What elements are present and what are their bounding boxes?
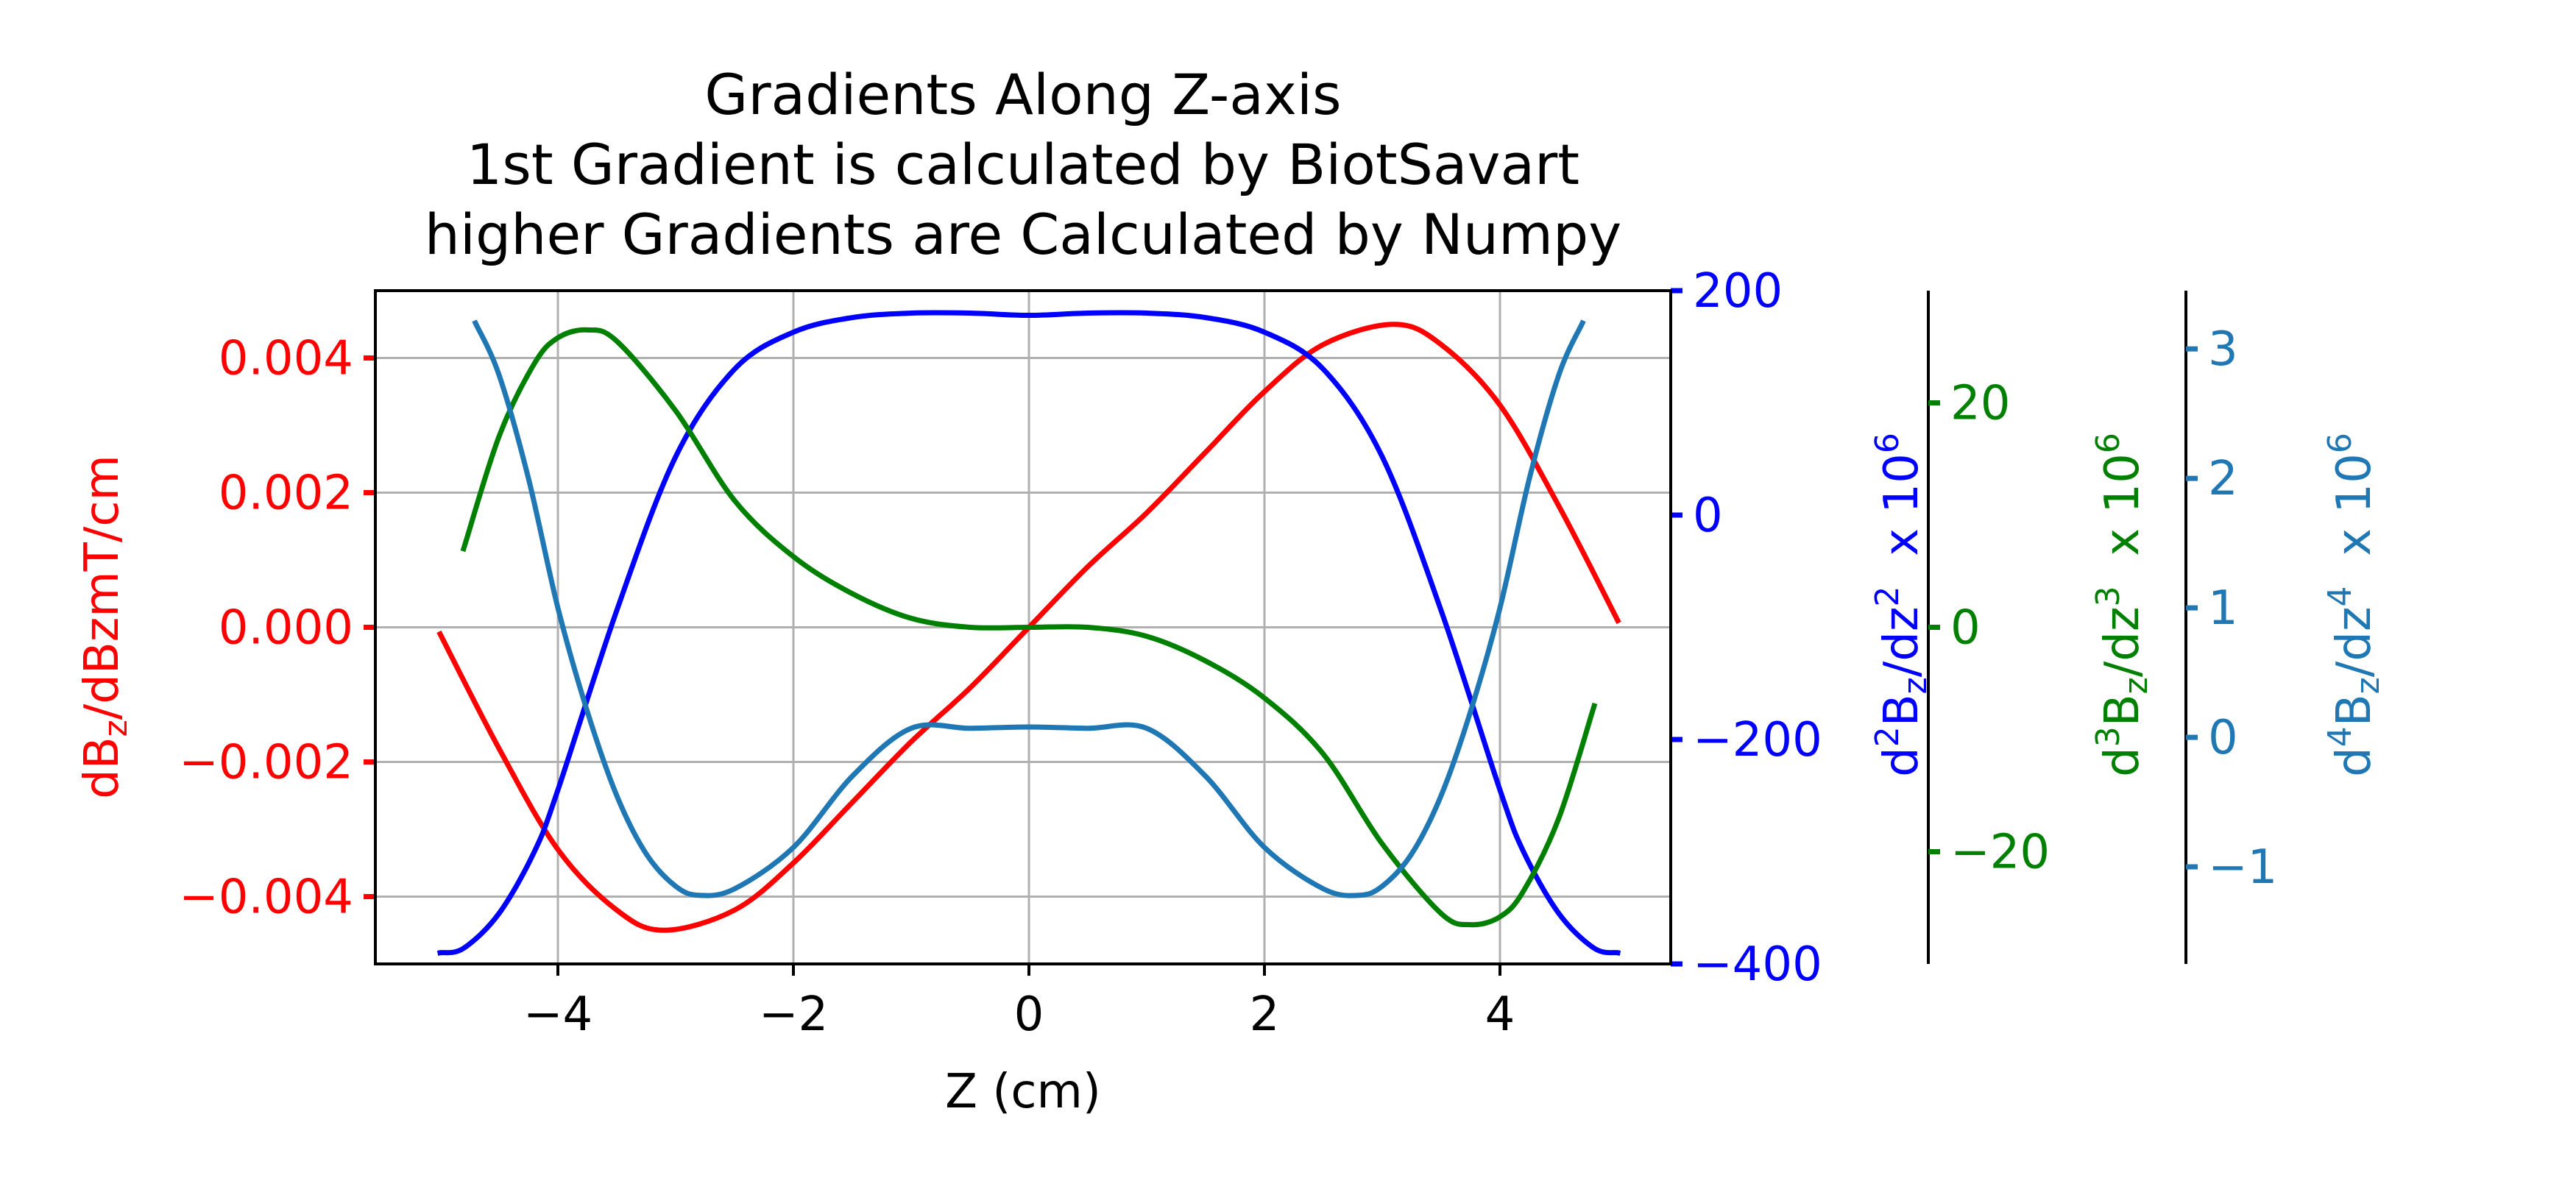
y-axis-label-g3-main: B (2095, 694, 2150, 726)
y-axis-label-g4-pre-sup: 4 (2321, 726, 2359, 747)
y-tick-label-g4: 3 (2208, 322, 2238, 377)
y-axis-label-g3-sub: z (2117, 677, 2155, 694)
y-tick-label-g1: 0.000 (219, 601, 353, 656)
y-axis-label-g2-sub: z (1897, 677, 1934, 694)
y-tick-label-g2: −400 (1693, 937, 1822, 992)
y-axis-label-g2-mid-sup: 2 (1869, 586, 1906, 606)
title-line-3: higher Gradients are Calculated by Numpy (425, 202, 1621, 267)
y-axis-label-g4-mid-sup: 4 (2321, 586, 2359, 606)
series-layer (436, 310, 1621, 956)
y-axis-label-g3-tail-sup: 6 (2090, 433, 2127, 453)
y-tick-label-g4: 2 (2208, 452, 2238, 506)
series-line-g2 (436, 310, 1621, 956)
y-axis-label-g4: d4Bz/dz4 x 106 (2321, 433, 2387, 777)
y-axis-label-g4-main: B (2327, 694, 2382, 726)
y-tick-label-g1: −0.002 (179, 736, 353, 790)
y-tick-label-g1: 0.002 (219, 467, 353, 521)
y-axis-label-g4-tail: x 10 (2327, 453, 2382, 586)
y-axis-label-g3-mid: /dz (2095, 606, 2150, 677)
y-axis-label-g1-tail: /dBzmT/cm (75, 455, 130, 720)
y-tick-label-g2: 0 (1693, 489, 1723, 543)
y-axis-label-g3-pre: d (2095, 747, 2150, 777)
x-tick-label: 4 (1485, 987, 1515, 1042)
y-axis-label-g3: d3Bz/dz3 x 106 (2090, 433, 2155, 777)
y-axis-label-g2-main: B (1875, 694, 1929, 726)
y-axis-label-g4-pre: d (2327, 747, 2382, 777)
x-tick-label: 0 (1014, 987, 1044, 1042)
y-tick-label-g3: −20 (1950, 826, 2050, 880)
y-axis-label-g3-mid-sup: 3 (2090, 586, 2127, 606)
y-tick-label-g1: 0.004 (219, 332, 353, 386)
y-axis-label-g2-tail: x 10 (1875, 453, 1929, 586)
x-axis-label: Z (cm) (945, 1065, 1101, 1119)
y-axis-label-g3-pre-sup: 3 (2090, 726, 2127, 747)
y-axis-label-g2-pre-sup: 2 (1869, 726, 1906, 747)
y-tick-label-g2: −200 (1693, 713, 1822, 767)
x-tick-label: −4 (523, 987, 592, 1042)
y-axis-label-g1-sub: z (97, 720, 135, 737)
y-axis-label-g4-tail-sup: 6 (2321, 433, 2359, 453)
y-tick-label-g4: 0 (2208, 711, 2238, 765)
y-axis-label-g2-pre: d (1875, 747, 1929, 777)
title-line-2: 1st Gradient is calculated by BiotSavart (467, 132, 1579, 197)
series-line-g3 (460, 327, 1598, 928)
x-tick-label: −2 (759, 987, 828, 1042)
y-axis-label-g1: dBz/dBzmT/cm (75, 455, 135, 799)
chart-title: Gradients Along Z-axis 1st Gradient is c… (425, 62, 1621, 267)
y-axis-label-g4-mid: /dz (2327, 606, 2382, 677)
y-axis-label-g4-sub: z (2349, 677, 2387, 694)
y-tick-label-g1: −0.004 (179, 870, 353, 925)
y-axis-label-g2-mid: /dz (1875, 606, 1929, 677)
y-tick-label-g3: 0 (1950, 601, 1981, 656)
y-axis-label-g1-main: dB (75, 737, 130, 799)
title-line-1: Gradients Along Z-axis (704, 62, 1341, 127)
y-tick-label-g3: 20 (1950, 377, 2010, 431)
series-line-g4 (472, 319, 1586, 898)
plot-frame (374, 289, 1672, 965)
x-tick-label: 2 (1250, 987, 1280, 1042)
y-tick-label-g4: 1 (2208, 581, 2238, 636)
y-tick-label-g2: 200 (1693, 264, 1783, 319)
y-tick-label-g4: −1 (2208, 840, 2277, 895)
y-axis-label-g3-tail: x 10 (2095, 453, 2150, 586)
axis-layer: −4 −2 0 2 40.0040.0020.000−0.002−0.0042000−2… (179, 264, 2277, 1042)
y-axis-label-g2: d2Bz/dz2 x 106 (1869, 433, 1934, 777)
y-axis-label-g2-tail-sup: 6 (1869, 433, 1906, 453)
